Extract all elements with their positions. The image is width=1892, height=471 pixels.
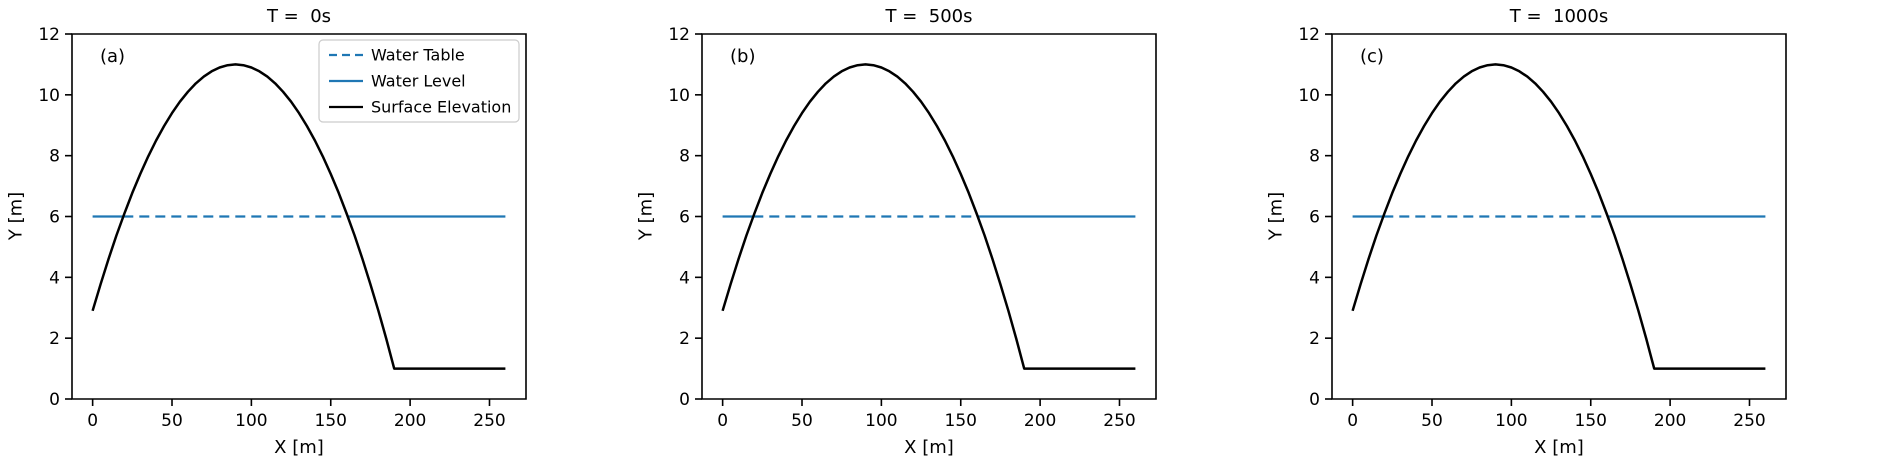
legend-item-label: Water Table	[371, 46, 465, 65]
plot-canvas-b: 0 50 100 150 200 250 0 2 4 6 8 10 12	[668, 25, 1157, 431]
x-tick-label: 200	[1024, 411, 1056, 431]
x-axis-label: X [m]	[274, 437, 324, 458]
panel-label: (a)	[100, 46, 126, 67]
x-tick-label: 50	[1421, 411, 1443, 431]
y-tick-label: 2	[49, 329, 60, 349]
y-tick-label: 4	[1309, 268, 1320, 288]
axes-spines	[71, 33, 527, 400]
y-tick-label: 4	[679, 268, 690, 288]
subplot-c: 0 50 100 150 200 250 0 2 4 6 8 10 12 T = 1000s (c) Y…	[1260, 0, 1890, 471]
y-tick-label: 4	[49, 268, 60, 288]
legend-item-label: Water Level	[371, 72, 466, 91]
x-tick-label: 150	[945, 411, 977, 431]
legend-item-label: Surface Elevation	[371, 98, 511, 117]
y-axis-label: Y [m]	[1265, 191, 1287, 241]
axes-spines	[701, 33, 1157, 400]
x-tick-label: 100	[235, 411, 267, 431]
y-tick-label: 12	[38, 25, 60, 45]
y-axis-label: Y [m]	[635, 191, 657, 241]
y-tick-label: 10	[668, 86, 690, 106]
x-tick-label: 250	[1103, 411, 1135, 431]
y-tick-label: 0	[49, 390, 60, 410]
panel-label: (c)	[1360, 46, 1384, 67]
y-axis-label: Y [m]	[5, 191, 27, 241]
x-tick-label: 100	[865, 411, 897, 431]
x-tick-label: 200	[1654, 411, 1686, 431]
y-tick-label: 2	[679, 329, 690, 349]
subplot-a: 0 50 100 150 200 250 0 2 4 6 8 10 12 Water Table Water…	[0, 0, 630, 471]
y-tick-label: 0	[1309, 390, 1320, 410]
legend: Water Table Water Level Surface Elevation	[318, 39, 520, 123]
y-tick-label: 12	[1298, 25, 1320, 45]
axes-spines	[1331, 33, 1787, 400]
y-tick-label: 6	[679, 208, 690, 228]
series-surface-elevation	[721, 63, 1136, 370]
y-tick-label: 8	[1309, 147, 1320, 167]
subplot-b: 0 50 100 150 200 250 0 2 4 6 8 10 12 T = 500s (b) Y …	[630, 0, 1260, 471]
x-tick-label: 0	[87, 411, 98, 431]
y-tick-label: 0	[679, 390, 690, 410]
panel-label: (b)	[730, 46, 756, 67]
x-tick-label: 0	[1347, 411, 1358, 431]
y-tick-label: 8	[679, 147, 690, 167]
x-tick-label: 0	[717, 411, 728, 431]
x-axis-label: X [m]	[1534, 437, 1584, 458]
x-tick-label: 200	[394, 411, 426, 431]
plot-title: T = 1000s	[1509, 6, 1609, 27]
y-tick-label: 6	[49, 208, 60, 228]
y-tick-label: 2	[1309, 329, 1320, 349]
series-surface-elevation	[91, 63, 506, 370]
x-axis-label: X [m]	[904, 437, 954, 458]
y-tick-label: 10	[1298, 86, 1320, 106]
x-tick-label: 250	[473, 411, 505, 431]
y-tick-label: 8	[49, 147, 60, 167]
x-tick-label: 150	[315, 411, 347, 431]
series-surface-elevation	[1351, 63, 1766, 370]
plot-title: T = 500s	[885, 6, 973, 27]
y-tick-label: 6	[1309, 208, 1320, 228]
y-tick-label: 12	[668, 25, 690, 45]
plot-canvas-c: 0 50 100 150 200 250 0 2 4 6 8 10 12	[1298, 25, 1787, 431]
legend-box	[318, 39, 520, 123]
x-tick-label: 50	[791, 411, 813, 431]
plot-title: T = 0s	[266, 6, 332, 27]
x-tick-label: 100	[1495, 411, 1527, 431]
x-tick-label: 250	[1733, 411, 1765, 431]
x-tick-label: 150	[1575, 411, 1607, 431]
y-tick-label: 10	[38, 86, 60, 106]
x-tick-label: 50	[161, 411, 183, 431]
